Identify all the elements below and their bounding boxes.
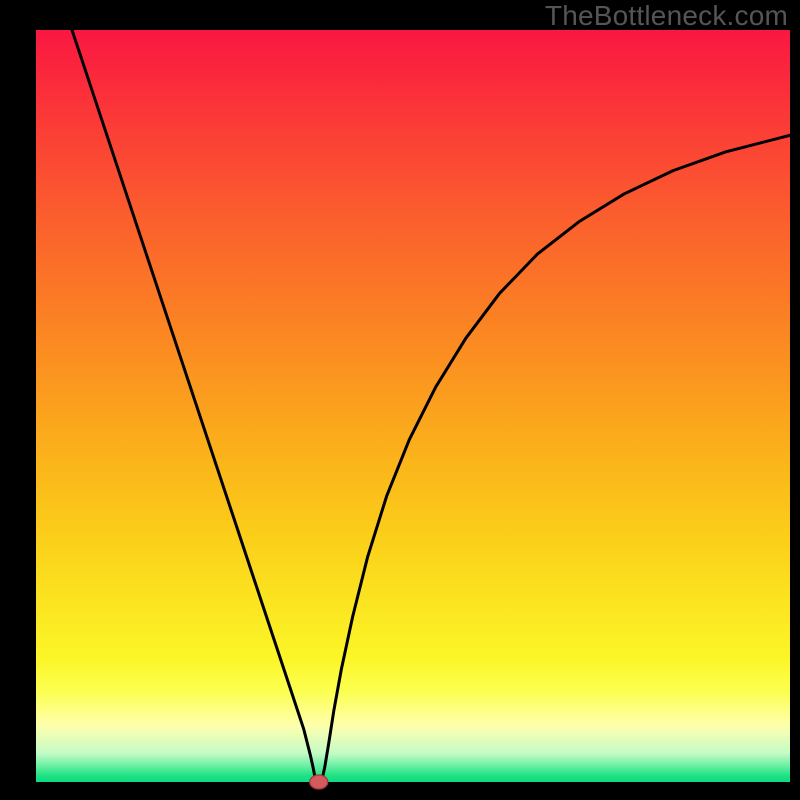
chart-stage: TheBottleneck.com: [0, 0, 800, 800]
minimum-marker: [310, 775, 328, 789]
plot-background: [36, 30, 790, 782]
bottleneck-chart: [0, 0, 800, 800]
watermark-label: TheBottleneck.com: [545, 0, 788, 32]
